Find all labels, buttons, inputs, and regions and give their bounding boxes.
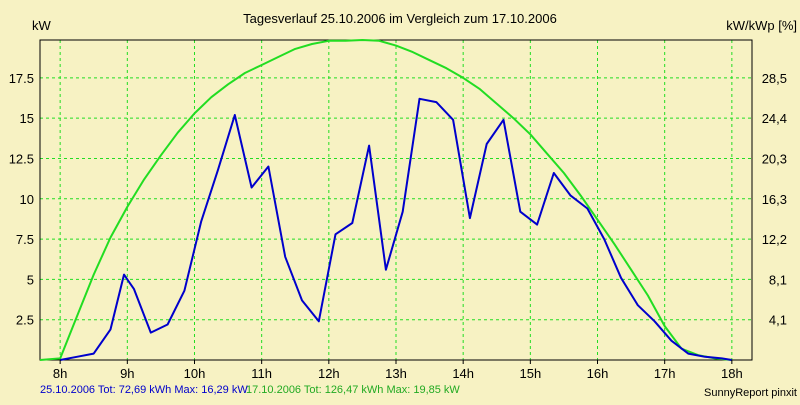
right-axis-title: kW/kWp [%] <box>726 18 797 33</box>
y-left-tick-label: 7.5 <box>16 232 34 247</box>
series-layer <box>39 39 732 361</box>
x-tick-label: 16h <box>587 366 609 381</box>
x-tick-label: 18h <box>721 366 743 381</box>
x-tick-label: 10h <box>184 366 206 381</box>
y-left-tick-label: 10 <box>20 192 34 207</box>
chart-title: Tagesverlauf 25.10.2006 im Vergleich zum… <box>243 11 557 26</box>
x-tick-label: 17h <box>654 366 676 381</box>
x-tick-label: 11h <box>251 366 272 381</box>
footer-green-summary: 17.10.2006 Tot: 126,47 kWh Max: 19,85 kW <box>246 384 460 396</box>
left-axis-title: kW <box>32 18 52 33</box>
tick-layer: 8h 9h 10h 11h 12h 13h 14h 15h 16h 17h 18h 2.5 5 7.5 10… <box>9 71 787 381</box>
footer-blue-summary: 25.10.2006 Tot: 72,69 kWh Max: 16,29 kW <box>40 384 248 396</box>
y-right-tick-label: 24,4 <box>762 111 787 126</box>
series-line-blue <box>60 97 732 361</box>
footer-credit: SunnyReport pinxit <box>704 387 797 399</box>
series-line-green <box>39 39 732 361</box>
y-left-tick-label: 5 <box>27 272 34 287</box>
x-tick-label: 12h <box>318 366 340 381</box>
x-tick-label: 8h <box>53 366 67 381</box>
y-right-tick-label: 12,2 <box>762 232 787 247</box>
x-tick-label: 14h <box>452 366 474 381</box>
y-left-tick-label: 12.5 <box>9 151 34 166</box>
y-right-tick-label: 4,1 <box>769 313 787 328</box>
y-left-tick-label: 2.5 <box>16 313 34 328</box>
grid-layer <box>40 40 752 360</box>
y-right-tick-label: 16,3 <box>762 192 787 207</box>
y-left-tick-label: 15 <box>20 111 34 126</box>
y-right-tick-label: 28,5 <box>762 71 787 86</box>
y-left-tick-label: 17.5 <box>9 71 34 86</box>
y-right-tick-label: 8,1 <box>769 272 787 287</box>
x-tick-label: 13h <box>385 366 407 381</box>
y-right-tick-label: 20,3 <box>762 151 787 166</box>
x-tick-label: 9h <box>120 366 134 381</box>
x-tick-label: 15h <box>519 366 541 381</box>
